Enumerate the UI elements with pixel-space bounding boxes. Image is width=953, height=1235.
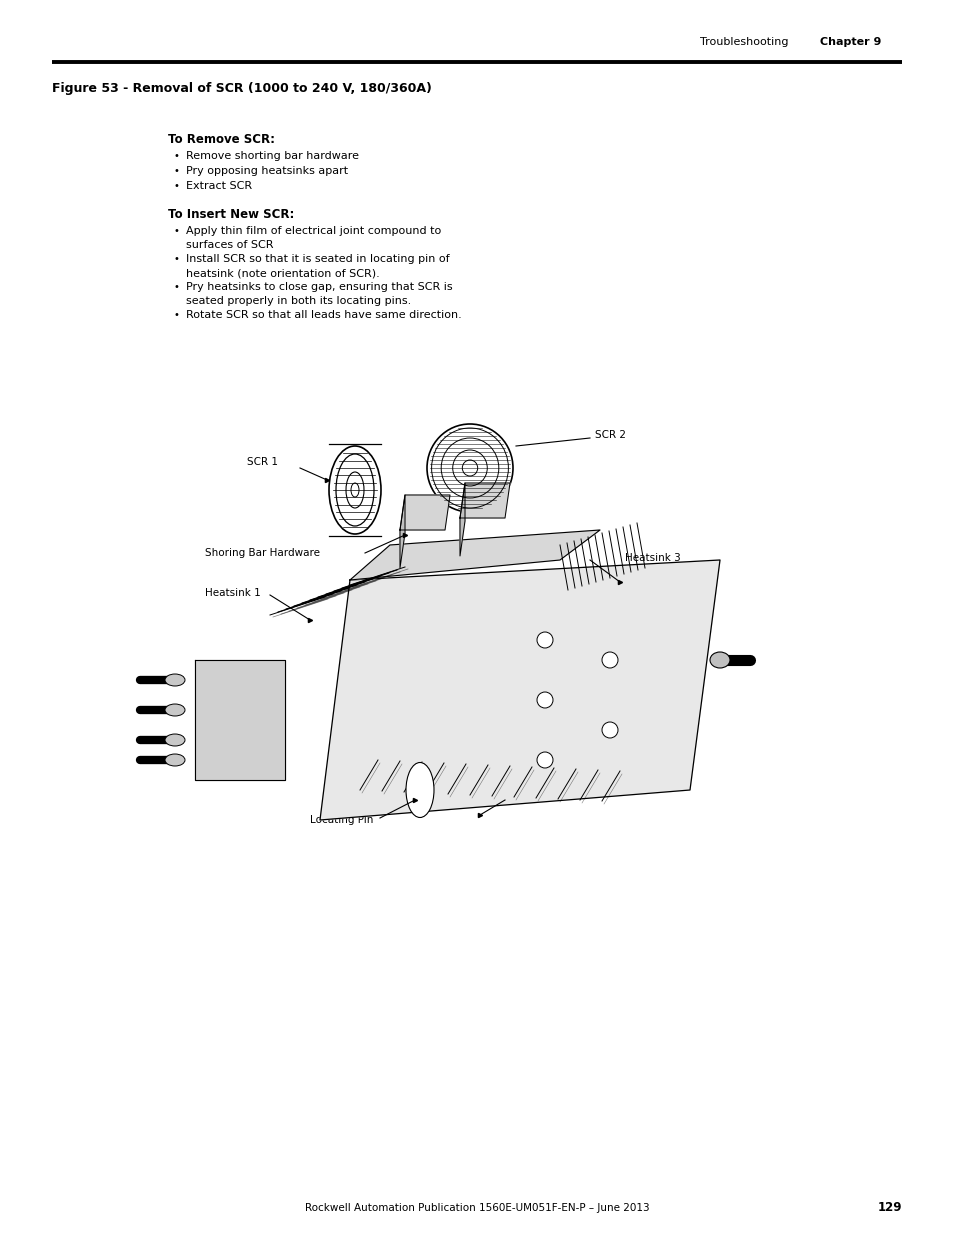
Ellipse shape [709,652,729,668]
Ellipse shape [165,734,185,746]
Text: •: • [173,151,180,161]
Text: •: • [173,282,180,291]
Text: Chapter 9: Chapter 9 [820,37,881,47]
Circle shape [601,722,618,739]
Polygon shape [399,495,405,568]
Polygon shape [319,559,720,820]
Polygon shape [350,530,599,580]
Circle shape [537,632,553,648]
Text: •: • [173,254,180,264]
Text: SCR 2: SCR 2 [595,430,625,440]
Circle shape [537,752,553,768]
Text: •: • [173,226,180,236]
Text: Troubleshooting: Troubleshooting [700,37,788,47]
Text: Apply thin film of electrical joint compound to: Apply thin film of electrical joint comp… [186,226,441,236]
Ellipse shape [165,704,185,716]
Text: SCR 1: SCR 1 [247,457,277,467]
Ellipse shape [165,755,185,766]
Text: Figure 53 - Removal of SCR (1000 to 240 V, 180/360A): Figure 53 - Removal of SCR (1000 to 240 … [52,82,432,95]
Text: Extract SCR: Extract SCR [186,182,252,191]
Polygon shape [194,659,285,781]
Ellipse shape [165,674,185,685]
Text: To Insert New SCR:: To Insert New SCR: [168,207,294,221]
Text: seated properly in both its locating pins.: seated properly in both its locating pin… [186,296,411,306]
Text: •: • [173,182,180,191]
Text: •: • [173,165,180,177]
Text: Remove shorting bar hardware: Remove shorting bar hardware [186,151,358,161]
Text: Pry opposing heatsinks apart: Pry opposing heatsinks apart [186,165,348,177]
Text: Install SCR so that it is seated in locating pin of: Install SCR so that it is seated in loca… [186,254,449,264]
Polygon shape [399,495,450,530]
Text: •: • [173,310,180,320]
Ellipse shape [329,446,380,534]
Text: Heatsink 2: Heatsink 2 [510,792,565,802]
Circle shape [537,692,553,708]
Text: 129: 129 [877,1202,902,1214]
Ellipse shape [406,762,434,818]
Text: Rockwell Automation Publication 1560E-UM051F-EN-P – June 2013: Rockwell Automation Publication 1560E-UM… [304,1203,649,1213]
Circle shape [601,652,618,668]
Text: Locating Pin: Locating Pin [310,815,373,825]
Ellipse shape [427,424,513,513]
Polygon shape [459,483,464,556]
Text: Pry heatsinks to close gap, ensuring that SCR is: Pry heatsinks to close gap, ensuring tha… [186,282,452,291]
Polygon shape [459,483,510,517]
Text: To Remove SCR:: To Remove SCR: [168,133,274,146]
Text: Heatsink 1: Heatsink 1 [205,588,260,598]
Text: Heatsink 3: Heatsink 3 [624,553,680,563]
Text: Rotate SCR so that all leads have same direction.: Rotate SCR so that all leads have same d… [186,310,461,320]
Text: Shoring Bar Hardware: Shoring Bar Hardware [205,548,319,558]
Text: heatsink (note orientation of SCR).: heatsink (note orientation of SCR). [186,268,379,278]
Text: surfaces of SCR: surfaces of SCR [186,240,274,249]
